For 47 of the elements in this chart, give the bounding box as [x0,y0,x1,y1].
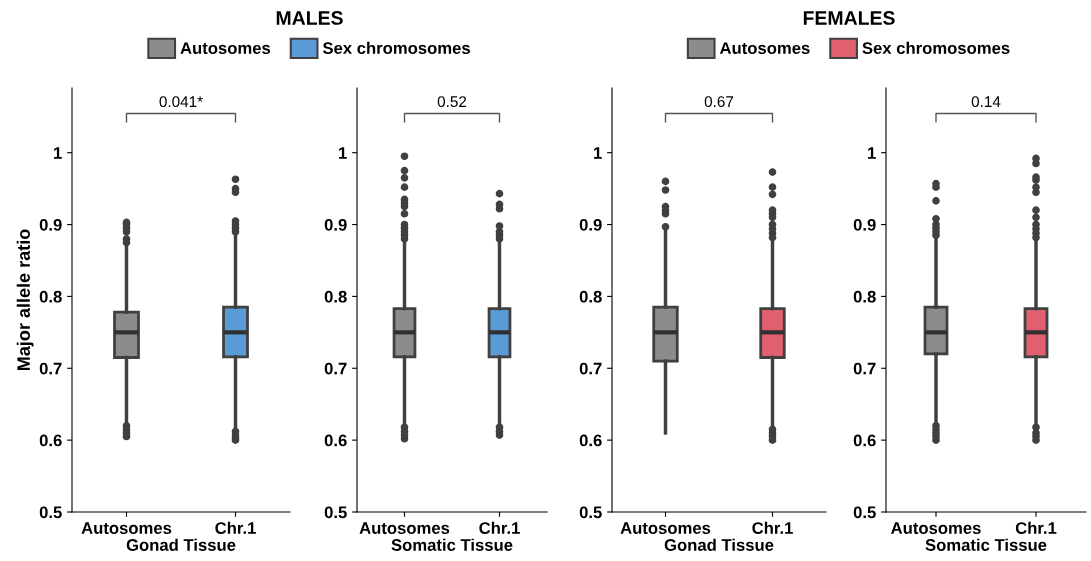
y-tick-label: 0.5 [324,506,347,519]
y-tick-label: 0.9 [39,218,62,231]
y-tick-label: 0.6 [324,434,347,447]
y-tick-label: 0.9 [579,218,602,231]
chart-title: FEMALES [803,11,895,25]
x-tick-label: Autosomes [81,522,172,534]
legend-label: Autosomes [719,42,810,55]
y-tick-label: 0.8 [39,290,62,303]
y-tick-label: 1 [594,147,602,159]
annotation: 0.52 [437,96,467,108]
x-tick-label: Autosomes [359,522,450,534]
y-tick-label: 0.6 [853,434,876,447]
x-tick-label: Autosomes [891,522,981,534]
x-axis-title: Gonad Tissue [126,538,236,551]
y-tick-label: 0.5 [579,506,602,519]
x-axis-title: Somatic Tissue [925,538,1047,551]
y-tick-label: 0.5 [39,506,62,519]
x-tick-label: Autosomes [620,522,711,534]
y-tick-label: 0.7 [324,362,347,375]
y-tick-label: 0.8 [579,290,602,303]
legend-label: Sex chromosomes [322,41,470,55]
y-tick-label: 1 [868,147,876,159]
annotation: 0.041* [159,96,203,108]
y-tick-label: 0.7 [39,362,62,375]
x-axis-title: Gonad Tissue [664,538,774,551]
y-tick-label: 0.9 [853,218,876,231]
x-tick-label: Chr.1 [215,521,256,534]
x-axis-title: Somatic Tissue [391,538,513,551]
legend-label: Sex chromosomes [862,41,1010,55]
y-tick-label: 0.8 [324,290,347,303]
annotation: 0.14 [971,96,1001,108]
x-tick-label: Chr.1 [479,521,520,534]
y-tick-label: 0.8 [853,290,876,303]
y-tick-label: 0.5 [853,506,876,519]
chart-title: MALES [276,11,343,25]
y-tick-label: 0.9 [324,218,347,231]
y-tick-label: 0.6 [579,434,602,447]
y-axis-title: Major allele ratio [16,229,34,371]
y-tick-label: 0.7 [579,362,602,375]
y-tick-label: 1 [339,147,347,159]
legend-label: Autosomes [180,42,271,55]
y-tick-label: 0.6 [39,434,62,447]
x-tick-label: Chr.1 [752,521,793,534]
y-tick-label: 1 [54,147,62,159]
x-tick-label: Chr.1 [1015,521,1057,534]
annotation: 0.67 [704,96,734,108]
y-tick-label: 0.7 [853,362,876,375]
